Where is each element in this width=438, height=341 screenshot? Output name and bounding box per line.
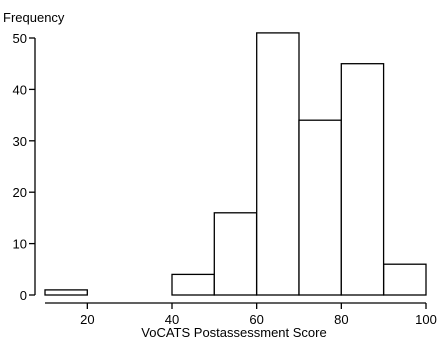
histogram-bar-70-80: [298, 119, 342, 296]
y-tick-label-50: 50: [13, 31, 27, 46]
histogram-bar-50-60: [213, 212, 258, 296]
y-tick-label-40: 40: [13, 82, 27, 97]
bars-group: [44, 32, 427, 296]
y-tick-label-30: 30: [13, 134, 27, 149]
y-tick-label-20: 20: [13, 185, 27, 200]
x-ticks-group: 20 40 60 80 100: [80, 303, 437, 327]
y-tick-label-10: 10: [13, 237, 27, 252]
x-tick-label-80: 80: [334, 312, 348, 327]
x-tick-label-20: 20: [80, 312, 94, 327]
x-axis-label: VoCATS Postassessment Score: [141, 325, 326, 340]
y-tick-label-0: 0: [20, 288, 27, 303]
histogram-bar-90-100: [383, 263, 427, 296]
x-tick-label-100: 100: [415, 312, 437, 327]
x-tick-label-40: 40: [165, 312, 179, 327]
histogram-bar-80-90: [340, 63, 385, 296]
y-ticks-group: 0 10 20 30 40 50: [13, 31, 35, 303]
histogram-bar-10-20: [44, 289, 88, 296]
histogram-bar-40-50: [171, 273, 215, 296]
x-tick-label-60: 60: [249, 312, 263, 327]
y-axis-label: Frequency: [3, 10, 65, 25]
histogram-bar-60-70: [256, 32, 300, 296]
axes-group: [34, 38, 426, 304]
